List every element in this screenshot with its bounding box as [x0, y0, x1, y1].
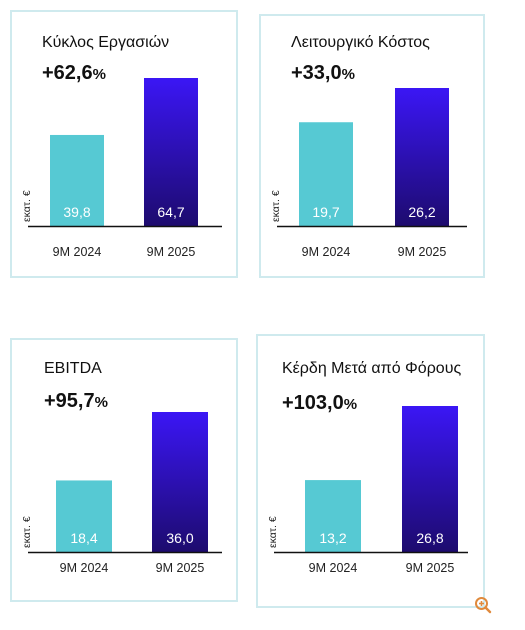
- change-value: +103,0: [282, 392, 344, 414]
- category-label: 9M 2025: [398, 245, 447, 259]
- category-label: 9M 2024: [302, 245, 351, 259]
- category-label: 9M 2024: [309, 561, 358, 575]
- bar-plot: 19,7 9M 2024 26,2 9M 2025 εκατ. €: [270, 88, 467, 259]
- change-percent: +62,6%: [42, 62, 106, 85]
- chart-title: Κέρδη Μετά από Φόρους: [282, 360, 462, 377]
- change-value: +95,7: [44, 390, 95, 412]
- chart-title: EBITDA: [44, 360, 102, 377]
- y-axis-unit-label: εκατ. €: [270, 190, 282, 222]
- bar-value-label: 13,2: [319, 530, 346, 546]
- category-label: 9M 2025: [406, 561, 455, 575]
- bar-value-label: 39,8: [63, 204, 90, 220]
- chart-panel-net-profit: Κέρδη Μετά από Φόρους +103,0% 13,2 9M 202…: [256, 334, 485, 608]
- bar-9m-2024: [50, 134, 104, 226]
- change-unit: %: [92, 66, 106, 83]
- bar-value-label: 26,2: [408, 204, 435, 220]
- change-unit: %: [94, 394, 108, 411]
- bar-value-label: 64,7: [157, 204, 184, 220]
- bar-value-label: 36,0: [166, 530, 193, 546]
- chart-title: Κύκλος Εργασιών: [42, 34, 170, 51]
- bar-9m-2024: [299, 122, 353, 226]
- chart-panel-operating-cost: Λειτουργικό Κόστος +33,0% 19,7 9M 2024 26,…: [259, 14, 485, 278]
- bar-value-label: 19,7: [312, 204, 339, 220]
- bar-9m-2025: [395, 88, 449, 226]
- chart-panel-revenue: Κύκλος Εργασιών +62,6% 39,8 9M 2024 64,7 9M…: [10, 10, 238, 278]
- category-label: 9M 2025: [156, 561, 205, 575]
- chart-panel-ebitda: EBITDA +95,7% 18,4 9M 2024 36,0 9M 2025 εκατ…: [10, 338, 238, 602]
- change-unit: %: [343, 396, 358, 413]
- chart-title: Λειτουργικό Κόστος: [291, 34, 430, 51]
- bar-plot: 13,2 9M 2024 26,8 9M 2025 εκατ. €: [267, 406, 468, 575]
- change-value: +33,0: [291, 62, 342, 84]
- y-axis-unit-label: εκατ. €: [267, 516, 279, 548]
- y-axis-unit-label: εκατ. €: [21, 190, 33, 222]
- bar-value-label: 26,8: [416, 530, 443, 546]
- change-percent: +103,0%: [282, 392, 357, 415]
- category-label: 9M 2024: [53, 245, 102, 259]
- category-label: 9M 2024: [60, 561, 109, 575]
- category-label: 9M 2025: [147, 245, 196, 259]
- change-percent: +33,0%: [291, 62, 355, 85]
- bar-plot: 39,8 9M 2024 64,7 9M 2025 εκατ. €: [21, 78, 222, 259]
- bar-9m-2025: [152, 412, 208, 552]
- bar-9m-2025: [144, 78, 198, 226]
- bar-9m-2024: [56, 480, 112, 552]
- y-axis-unit-label: εκατ. €: [21, 516, 33, 548]
- change-value: +62,6: [42, 62, 93, 84]
- bar-9m-2025: [402, 406, 458, 552]
- zoom-in-icon[interactable]: [474, 596, 492, 614]
- bar-value-label: 18,4: [70, 530, 97, 546]
- bar-9m-2024: [305, 480, 361, 552]
- change-unit: %: [341, 66, 355, 83]
- bar-plot: 18,4 9M 2024 36,0 9M 2025 εκατ. €: [21, 412, 222, 575]
- change-percent: +95,7%: [44, 390, 108, 413]
